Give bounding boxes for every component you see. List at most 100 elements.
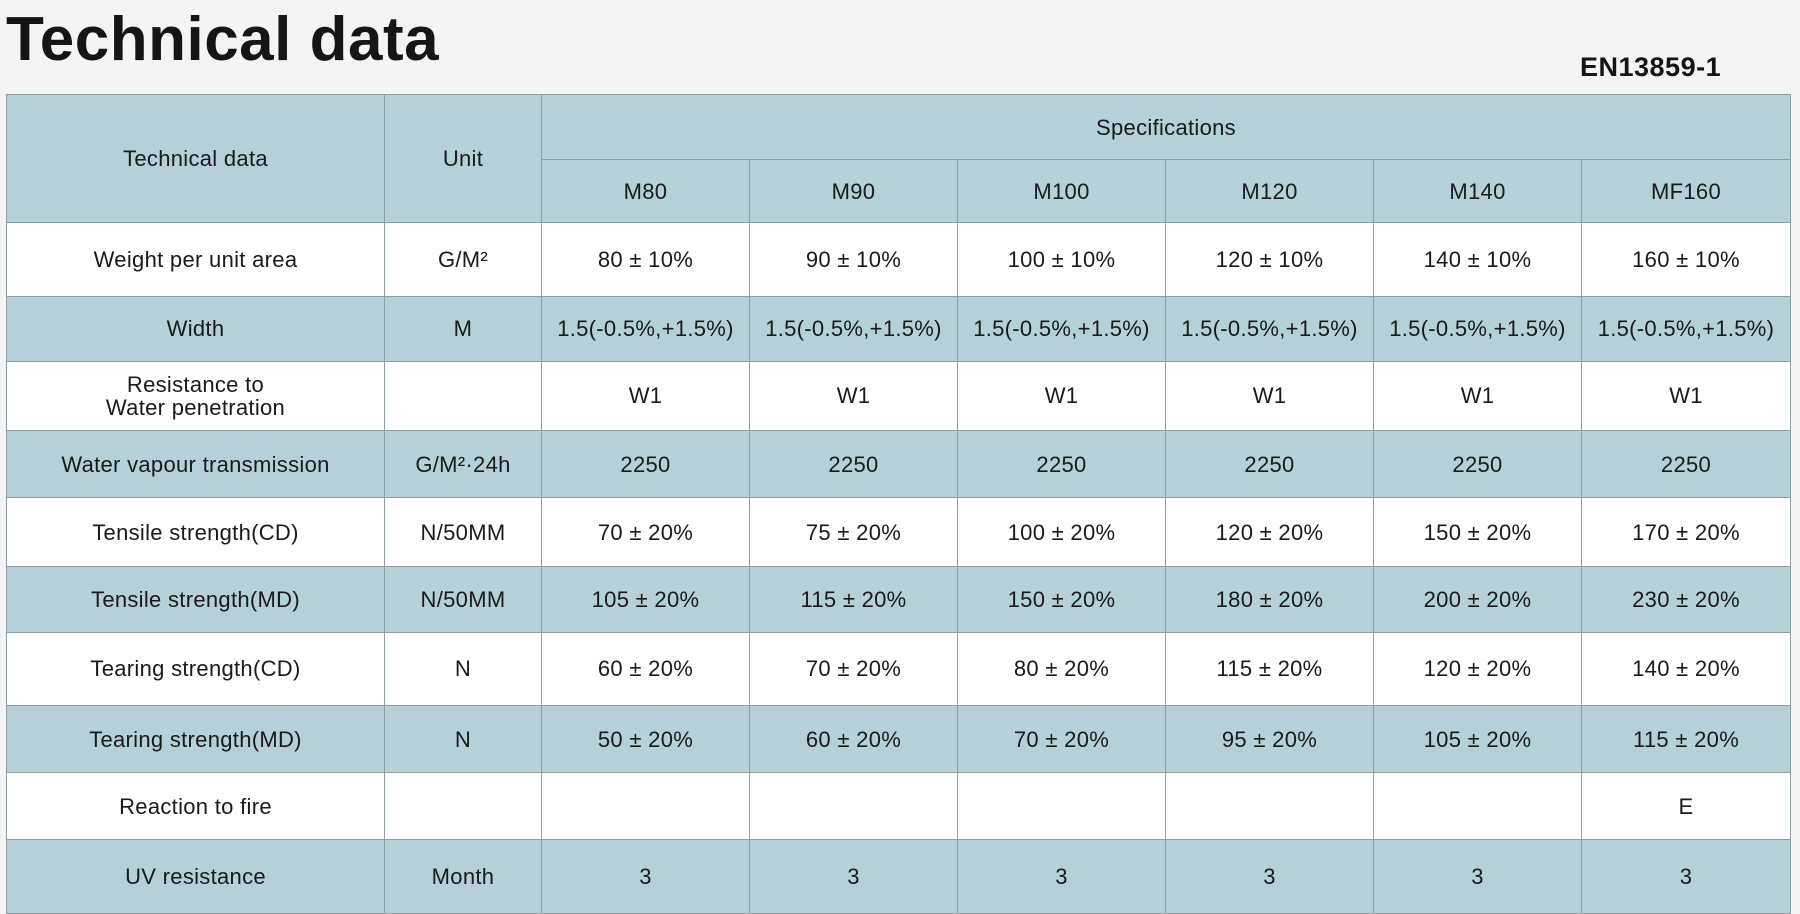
row-label: Resistance to Water penetration — [6, 360, 385, 431]
row-unit: N — [384, 705, 542, 774]
cell-value — [541, 772, 750, 841]
cell-value: 170 ± 20% — [1580, 497, 1792, 568]
cell-value: 1.5(-0.5%,+1.5%) — [1165, 295, 1374, 362]
cell-value: 200 ± 20% — [1373, 566, 1582, 633]
cell-value: 150 ± 20% — [1373, 497, 1582, 568]
row-unit: G/M²·24h — [384, 429, 542, 499]
table-row: Width M 1.5(-0.5%,+1.5%) 1.5(-0.5%,+1.5%… — [6, 295, 1792, 362]
table-row: Tearing strength(CD) N 60 ± 20% 70 ± 20%… — [6, 631, 1792, 707]
row-label: Reaction to fire — [6, 772, 385, 841]
product-code: M90 — [749, 159, 958, 224]
row-label: Width — [6, 295, 385, 362]
cell-value: 3 — [1580, 839, 1792, 914]
standard-code: EN13859-1 — [1580, 52, 1722, 82]
cell-value: 1.5(-0.5%,+1.5%) — [749, 295, 958, 362]
cell-value: 115 ± 20% — [749, 566, 958, 633]
cell-value: E — [1580, 772, 1792, 841]
cell-value: 2250 — [1165, 429, 1374, 499]
row-label: UV resistance — [6, 839, 385, 914]
cell-value: 2250 — [957, 429, 1166, 499]
cell-value: 80 ± 20% — [957, 631, 1166, 707]
cell-value: 70 ± 20% — [957, 705, 1166, 774]
cell-value: 115 ± 20% — [1580, 705, 1792, 774]
row-unit: N — [384, 631, 542, 707]
cell-value: 75 ± 20% — [749, 497, 958, 568]
row-unit — [384, 772, 542, 841]
cell-value: 60 ± 20% — [541, 631, 750, 707]
row-label: Water vapour transmission — [6, 429, 385, 499]
cell-value: 180 ± 20% — [1165, 566, 1374, 633]
row-label: Tensile strength(MD) — [6, 566, 385, 633]
table-row: UV resistance Month 3 3 3 3 3 3 — [6, 839, 1792, 914]
row-unit — [384, 360, 542, 431]
header-specifications: Specifications — [540, 93, 1792, 161]
cell-value: 50 ± 20% — [541, 705, 750, 774]
cell-value: 1.5(-0.5%,+1.5%) — [957, 295, 1166, 362]
row-unit: Month — [384, 839, 542, 914]
technical-data-table: Technical data Unit Specifications M80 M… — [6, 93, 1792, 914]
cell-value: W1 — [1580, 360, 1792, 431]
cell-value: 3 — [1373, 839, 1582, 914]
row-unit: G/M² — [384, 222, 542, 297]
cell-value: 2250 — [541, 429, 750, 499]
cell-value: 95 ± 20% — [1165, 705, 1374, 774]
table-row: Tensile strength(MD) N/50MM 105 ± 20% 11… — [6, 566, 1792, 633]
header-unit: Unit — [384, 93, 542, 224]
cell-value: W1 — [957, 360, 1166, 431]
header-technical-data: Technical data — [6, 93, 385, 224]
cell-value: 160 ± 10% — [1580, 222, 1792, 297]
cell-value: W1 — [749, 360, 958, 431]
cell-value: 70 ± 20% — [749, 631, 958, 707]
cell-value: 100 ± 20% — [957, 497, 1166, 568]
cell-value: 100 ± 10% — [957, 222, 1166, 297]
cell-value — [957, 772, 1166, 841]
cell-value: W1 — [1373, 360, 1582, 431]
cell-value: 3 — [749, 839, 958, 914]
row-label: Weight per unit area — [6, 222, 385, 297]
cell-value: 3 — [541, 839, 750, 914]
row-unit: N/50MM — [384, 566, 542, 633]
cell-value: 80 ± 10% — [541, 222, 750, 297]
table-row: Resistance to Water penetration W1 W1 W1 … — [6, 360, 1792, 431]
cell-value: 230 ± 20% — [1580, 566, 1792, 633]
cell-value: 120 ± 20% — [1165, 497, 1374, 568]
cell-value: 120 ± 20% — [1373, 631, 1582, 707]
row-label-line: Resistance to — [126, 371, 265, 397]
cell-value: 2250 — [1580, 429, 1792, 499]
cell-value: 140 ± 10% — [1373, 222, 1582, 297]
table-row: Reaction to fire E — [6, 772, 1792, 841]
product-code: M80 — [541, 159, 750, 224]
cell-value: 3 — [957, 839, 1166, 914]
cell-value: 115 ± 20% — [1165, 631, 1374, 707]
row-unit: M — [384, 295, 542, 362]
product-code: MF160 — [1580, 159, 1792, 224]
table-row: Tensile strength(CD) N/50MM 70 ± 20% 75 … — [6, 497, 1792, 568]
table-row: Weight per unit area G/M² 80 ± 10% 90 ± … — [6, 222, 1792, 297]
cell-value: 2250 — [1373, 429, 1582, 499]
cell-value: 90 ± 10% — [749, 222, 958, 297]
cell-value: 60 ± 20% — [749, 705, 958, 774]
cell-value: 120 ± 10% — [1165, 222, 1374, 297]
row-label: Tearing strength(CD) — [6, 631, 385, 707]
cell-value: 1.5(-0.5%,+1.5%) — [1580, 295, 1792, 362]
cell-value — [1165, 772, 1374, 841]
cell-value — [749, 772, 958, 841]
product-code: M140 — [1373, 159, 1582, 224]
cell-value: 105 ± 20% — [541, 566, 750, 633]
row-label: Tensile strength(CD) — [6, 497, 385, 568]
cell-value: 1.5(-0.5%,+1.5%) — [541, 295, 750, 362]
cell-value — [1373, 772, 1582, 841]
cell-value: 105 ± 20% — [1373, 705, 1582, 774]
row-label: Tearing strength(MD) — [6, 705, 385, 774]
cell-value: 70 ± 20% — [541, 497, 750, 568]
product-code: M120 — [1165, 159, 1374, 224]
cell-value: W1 — [1165, 360, 1374, 431]
cell-value: 3 — [1165, 839, 1374, 914]
cell-value: W1 — [541, 360, 750, 431]
cell-value: 2250 — [749, 429, 958, 499]
cell-value: 150 ± 20% — [957, 566, 1166, 633]
table-row: Water vapour transmission G/M²·24h 2250 … — [6, 429, 1792, 499]
cell-value: 1.5(-0.5%,+1.5%) — [1373, 295, 1582, 362]
row-label-line: Water penetration — [105, 394, 286, 420]
page-title: Technical data — [6, 5, 440, 74]
